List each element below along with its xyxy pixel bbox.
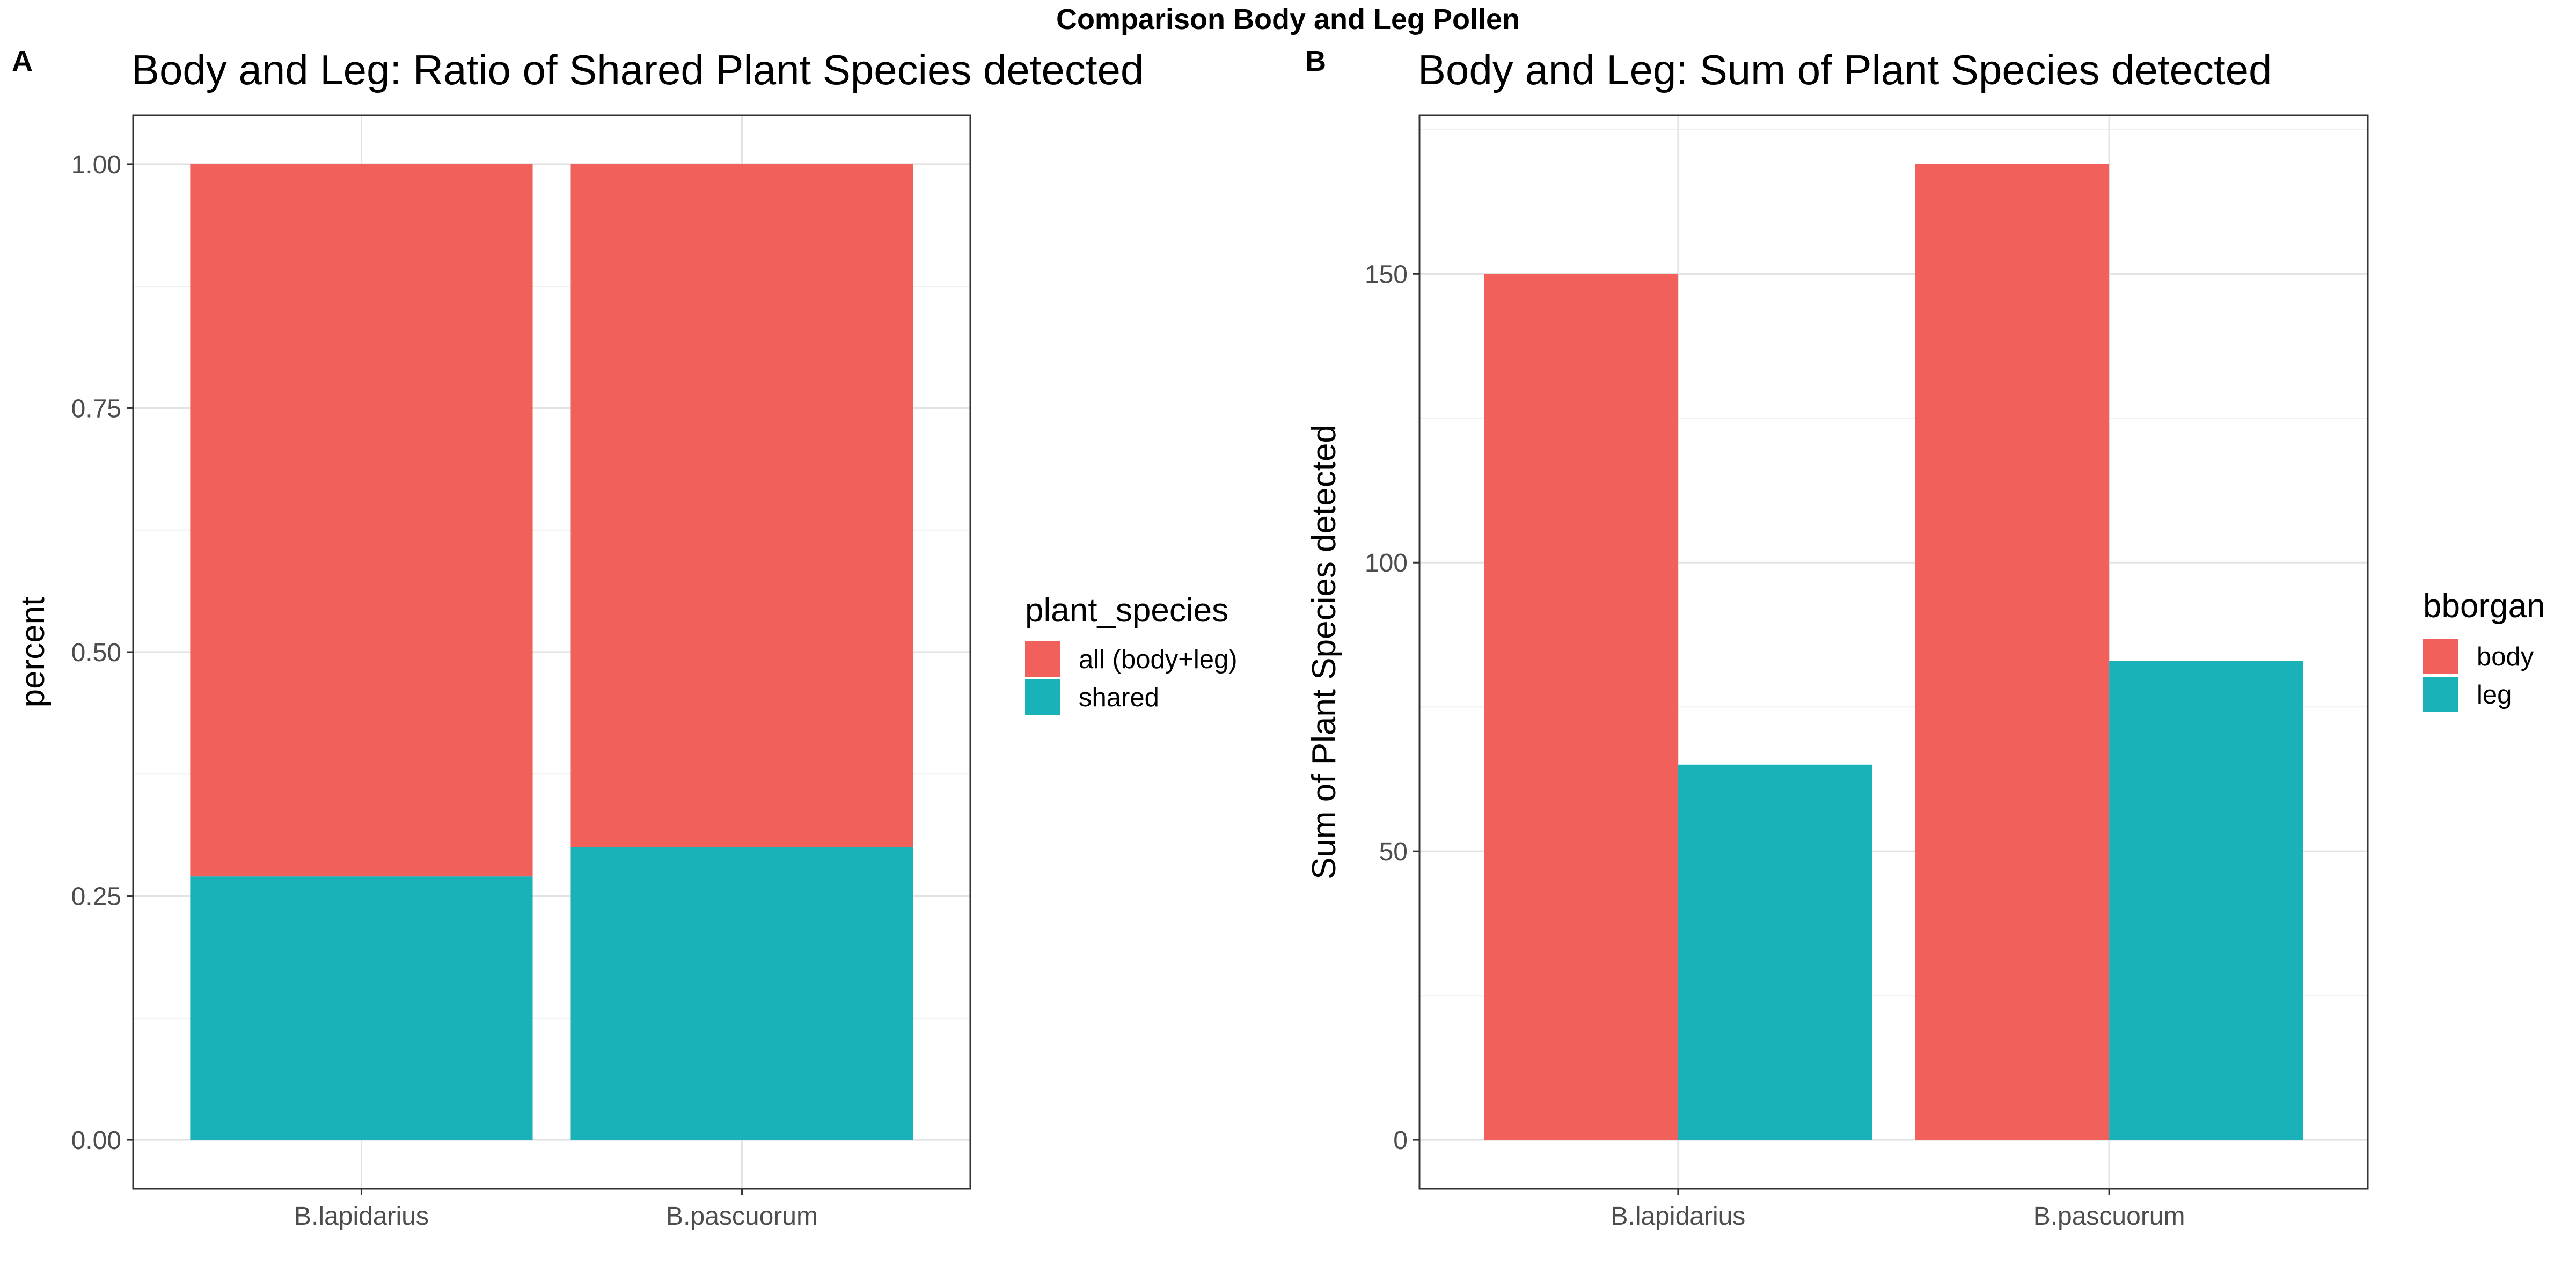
panel-b: B Body and Leg: Sum of Plant Species det…	[1305, 45, 2545, 1231]
panel-b-y-tick-label: 150	[1365, 260, 1408, 289]
panel-a-legend: all (body+leg) shared	[1025, 641, 1238, 715]
panel-a-y-tick-label: 1.00	[71, 151, 121, 179]
panel-b-plot-border	[1418, 114, 2369, 1190]
panel-a-y-tick-label: 0.25	[71, 883, 121, 911]
panel-a-bar-b-pascuorum-shared	[570, 847, 913, 1140]
panel-a-title: Body and Leg: Ratio of Shared Plant Spec…	[131, 46, 1144, 93]
panel-b-x-tick-label: B.pascuorum	[2033, 1202, 2185, 1231]
panel-b-legend-key-body	[2423, 639, 2458, 674]
panel-a-x-axis: B.lapidarius B.pascuorum	[294, 1189, 818, 1231]
panel-b-title: Body and Leg: Sum of Plant Species detec…	[1418, 46, 2272, 93]
panel-a: A Body and Leg: Ratio of Shared Plant Sp…	[12, 45, 1238, 1231]
panel-a-legend-key-shared	[1025, 679, 1060, 715]
panel-a-y-tick-label: 0.75	[71, 394, 121, 423]
panel-a-y-tick-label: 0.50	[71, 639, 121, 667]
panel-b-tag: B	[1305, 45, 1326, 77]
panel-b-y-tick-label: 0	[1393, 1126, 1408, 1155]
figure-title: Comparison Body and Leg Pollen	[1056, 3, 1520, 35]
panel-b-legend: body leg	[2423, 639, 2534, 712]
panel-b-bar-b-lapidarius-body	[1484, 274, 1678, 1140]
panel-a-y-tick-label: 0.00	[71, 1126, 121, 1155]
panel-a-legend-label-all-body-leg: all (body+leg)	[1079, 645, 1238, 674]
panel-b-legend-title: bborgan	[2423, 588, 2545, 625]
panel-a-legend-title: plant_species	[1025, 592, 1228, 629]
panel-a-y-axis: 0.00 0.25 0.50 0.75 1.00	[71, 151, 133, 1155]
panel-b-bar-b-pascuorum-leg	[2109, 661, 2303, 1140]
panel-a-legend-key-all-body-leg	[1025, 641, 1060, 677]
panel-b-x-axis: B.lapidarius B.pascuorum	[1611, 1189, 2185, 1231]
panel-a-x-tick-label: B.lapidarius	[294, 1202, 429, 1231]
panel-b-bar-b-pascuorum-body	[1915, 164, 2110, 1140]
panel-b-legend-key-leg	[2423, 677, 2458, 712]
panel-a-bar-b-pascuorum-all-body-leg	[570, 164, 913, 847]
panel-a-tag: A	[12, 45, 33, 77]
panel-b-bars	[1484, 164, 2303, 1140]
panel-b-y-axis-title: Sum of Plant Species detected	[1306, 425, 1343, 880]
panel-a-y-axis-title: percent	[14, 597, 52, 708]
panel-a-bar-b-lapidarius-shared	[190, 876, 533, 1140]
panel-b-legend-label-leg: leg	[2477, 680, 2512, 709]
panel-a-bar-b-lapidarius-all-body-leg	[190, 164, 533, 877]
panel-b-bar-b-lapidarius-leg	[1678, 764, 1872, 1140]
panel-b-x-tick-label: B.lapidarius	[1611, 1202, 1746, 1231]
panel-a-legend-label-shared: shared	[1079, 683, 1159, 712]
panel-b-y-axis: 0 50 100 150	[1365, 260, 1419, 1155]
panel-a-bars	[190, 164, 913, 1140]
panel-b-y-tick-label: 100	[1365, 549, 1408, 577]
panel-a-x-tick-label: B.pascuorum	[666, 1202, 818, 1231]
panel-b-y-tick-label: 50	[1379, 838, 1408, 866]
panel-b-legend-label-body: body	[2477, 642, 2534, 671]
